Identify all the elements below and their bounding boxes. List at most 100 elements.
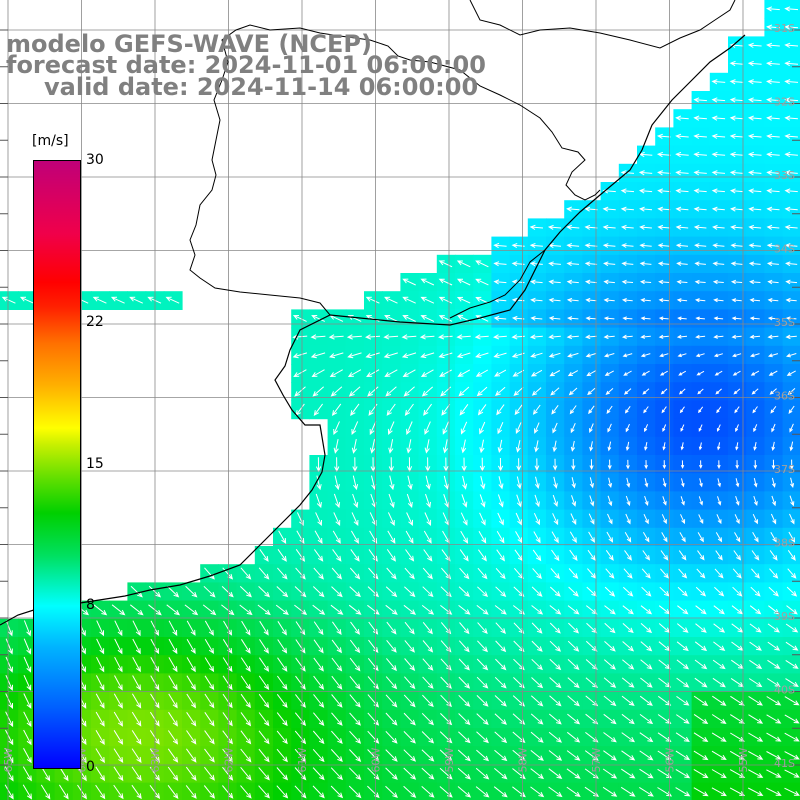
wind-vector-arrow (749, 279, 761, 285)
wind-vector-arrow (422, 567, 433, 580)
wind-vector-arrow (475, 369, 489, 377)
wind-vector-arrow (516, 494, 522, 508)
wind-vector-arrow (713, 605, 725, 615)
wind-vector-arrow (658, 279, 670, 285)
wind-vector-arrow (168, 711, 178, 727)
wind-vector-arrow (422, 694, 434, 708)
wind-vector-arrow (203, 785, 216, 799)
wind-vector-arrow (693, 188, 707, 194)
wind-vector-arrow (638, 188, 653, 194)
wind-vector-arrow (550, 387, 560, 396)
wind-vector-arrow (567, 640, 580, 652)
wind-vector-arrow (114, 638, 123, 655)
wind-vector-arrow (349, 675, 361, 690)
wind-vector-arrow (240, 785, 252, 799)
wind-vector-arrow (276, 694, 288, 709)
wind-vector-arrow (425, 493, 431, 508)
wind-vector-arrow (113, 693, 123, 709)
wind-vector-arrow (58, 784, 69, 800)
wind-vector-arrow (222, 730, 233, 745)
wind-vector-arrow (350, 621, 360, 635)
wind-vector-arrow (459, 622, 470, 635)
wind-vector-arrow (387, 421, 395, 435)
wind-vector-arrow (620, 224, 634, 230)
wind-vector-arrow (314, 530, 323, 545)
wind-vector-arrow (735, 424, 739, 433)
colorbar-tick-label: 8 (86, 597, 95, 614)
wind-vector-arrow (784, 6, 799, 12)
wind-vector-arrow (693, 713, 709, 725)
wind-vector-arrow (643, 406, 649, 414)
wind-vector-arrow (369, 421, 377, 436)
wind-vector-arrow (568, 586, 579, 597)
wind-vector-arrow (439, 369, 452, 377)
wind-vector-arrow (767, 298, 779, 303)
wind-vector-arrow (569, 549, 578, 562)
wind-vector-arrow (785, 279, 798, 285)
wind-vector-arrow (766, 243, 780, 248)
wind-vector-arrow (458, 640, 470, 653)
wind-vector-arrow (407, 475, 413, 491)
wind-vector-arrow (713, 298, 724, 303)
wind-vector-arrow (771, 495, 776, 507)
wind-vector-arrow (694, 298, 706, 303)
wind-vector-arrow (729, 170, 744, 176)
wind-vector-arrow (567, 713, 581, 725)
wind-vector-arrow (766, 188, 780, 194)
wind-vector-arrow (768, 370, 778, 376)
wind-vector-arrow (788, 405, 795, 414)
wind-vector-arrow (548, 334, 561, 340)
wind-vector-arrow (422, 586, 434, 598)
wind-vector-arrow (424, 421, 431, 435)
wind-vector-arrow (680, 442, 684, 451)
wind-vector-arrow (622, 605, 634, 615)
wind-vector-arrow (495, 386, 506, 397)
wind-vector-arrow (676, 695, 690, 706)
colorbar (33, 160, 81, 769)
wind-vector-arrow (748, 170, 762, 176)
wind-vector-arrow (747, 60, 762, 67)
wind-vector-arrow (462, 475, 468, 490)
wind-vector-arrow (456, 278, 471, 286)
wind-vector-arrow (23, 729, 32, 746)
wind-vector-arrow (330, 604, 344, 615)
wind-vector-arrow (766, 79, 780, 85)
colorbar-tick-label: 15 (86, 455, 104, 472)
wind-vector-arrow (730, 261, 743, 267)
wind-vector-arrow (735, 478, 740, 488)
wind-vector-arrow (680, 424, 685, 432)
wind-vector-arrow (479, 457, 485, 472)
wind-vector-arrow (749, 316, 760, 321)
latitude-label: 38S (774, 537, 795, 550)
wind-vector-arrow (515, 512, 522, 526)
wind-vector-arrow (184, 604, 199, 616)
wind-vector-arrow (476, 713, 489, 725)
longitude-label: 65W (2, 747, 15, 772)
wind-vector-arrow (331, 403, 342, 417)
wind-vector-arrow (640, 641, 653, 652)
wind-vector-arrow (734, 406, 740, 414)
wind-vector-arrow (711, 170, 726, 176)
wind-vector-arrow (312, 730, 325, 745)
wind-vector-arrow (438, 334, 453, 340)
wind-vector-arrow (771, 423, 776, 433)
wind-vector-arrow (694, 261, 706, 267)
wind-vector-arrow (714, 568, 724, 579)
wind-vector-arrow (713, 353, 723, 358)
wind-vector-arrow (312, 586, 325, 598)
wind-vector-arrow (531, 586, 543, 597)
wind-vector-arrow (186, 657, 196, 673)
wind-vector-arrow (95, 784, 106, 800)
wind-vector-arrow (494, 768, 508, 780)
wind-vector-arrow (312, 604, 326, 615)
wind-vector-arrow (789, 441, 794, 452)
wind-vector-arrow (514, 404, 523, 416)
wind-vector-arrow (604, 353, 615, 358)
wind-vector-arrow (712, 224, 725, 230)
wind-vector-arrow (693, 750, 709, 761)
wind-vector-arrow (529, 334, 543, 340)
wind-vector-arrow (566, 731, 581, 743)
wind-vector-arrow (748, 732, 764, 742)
wind-vector-arrow (365, 334, 381, 340)
wind-vector-arrow (693, 151, 707, 158)
